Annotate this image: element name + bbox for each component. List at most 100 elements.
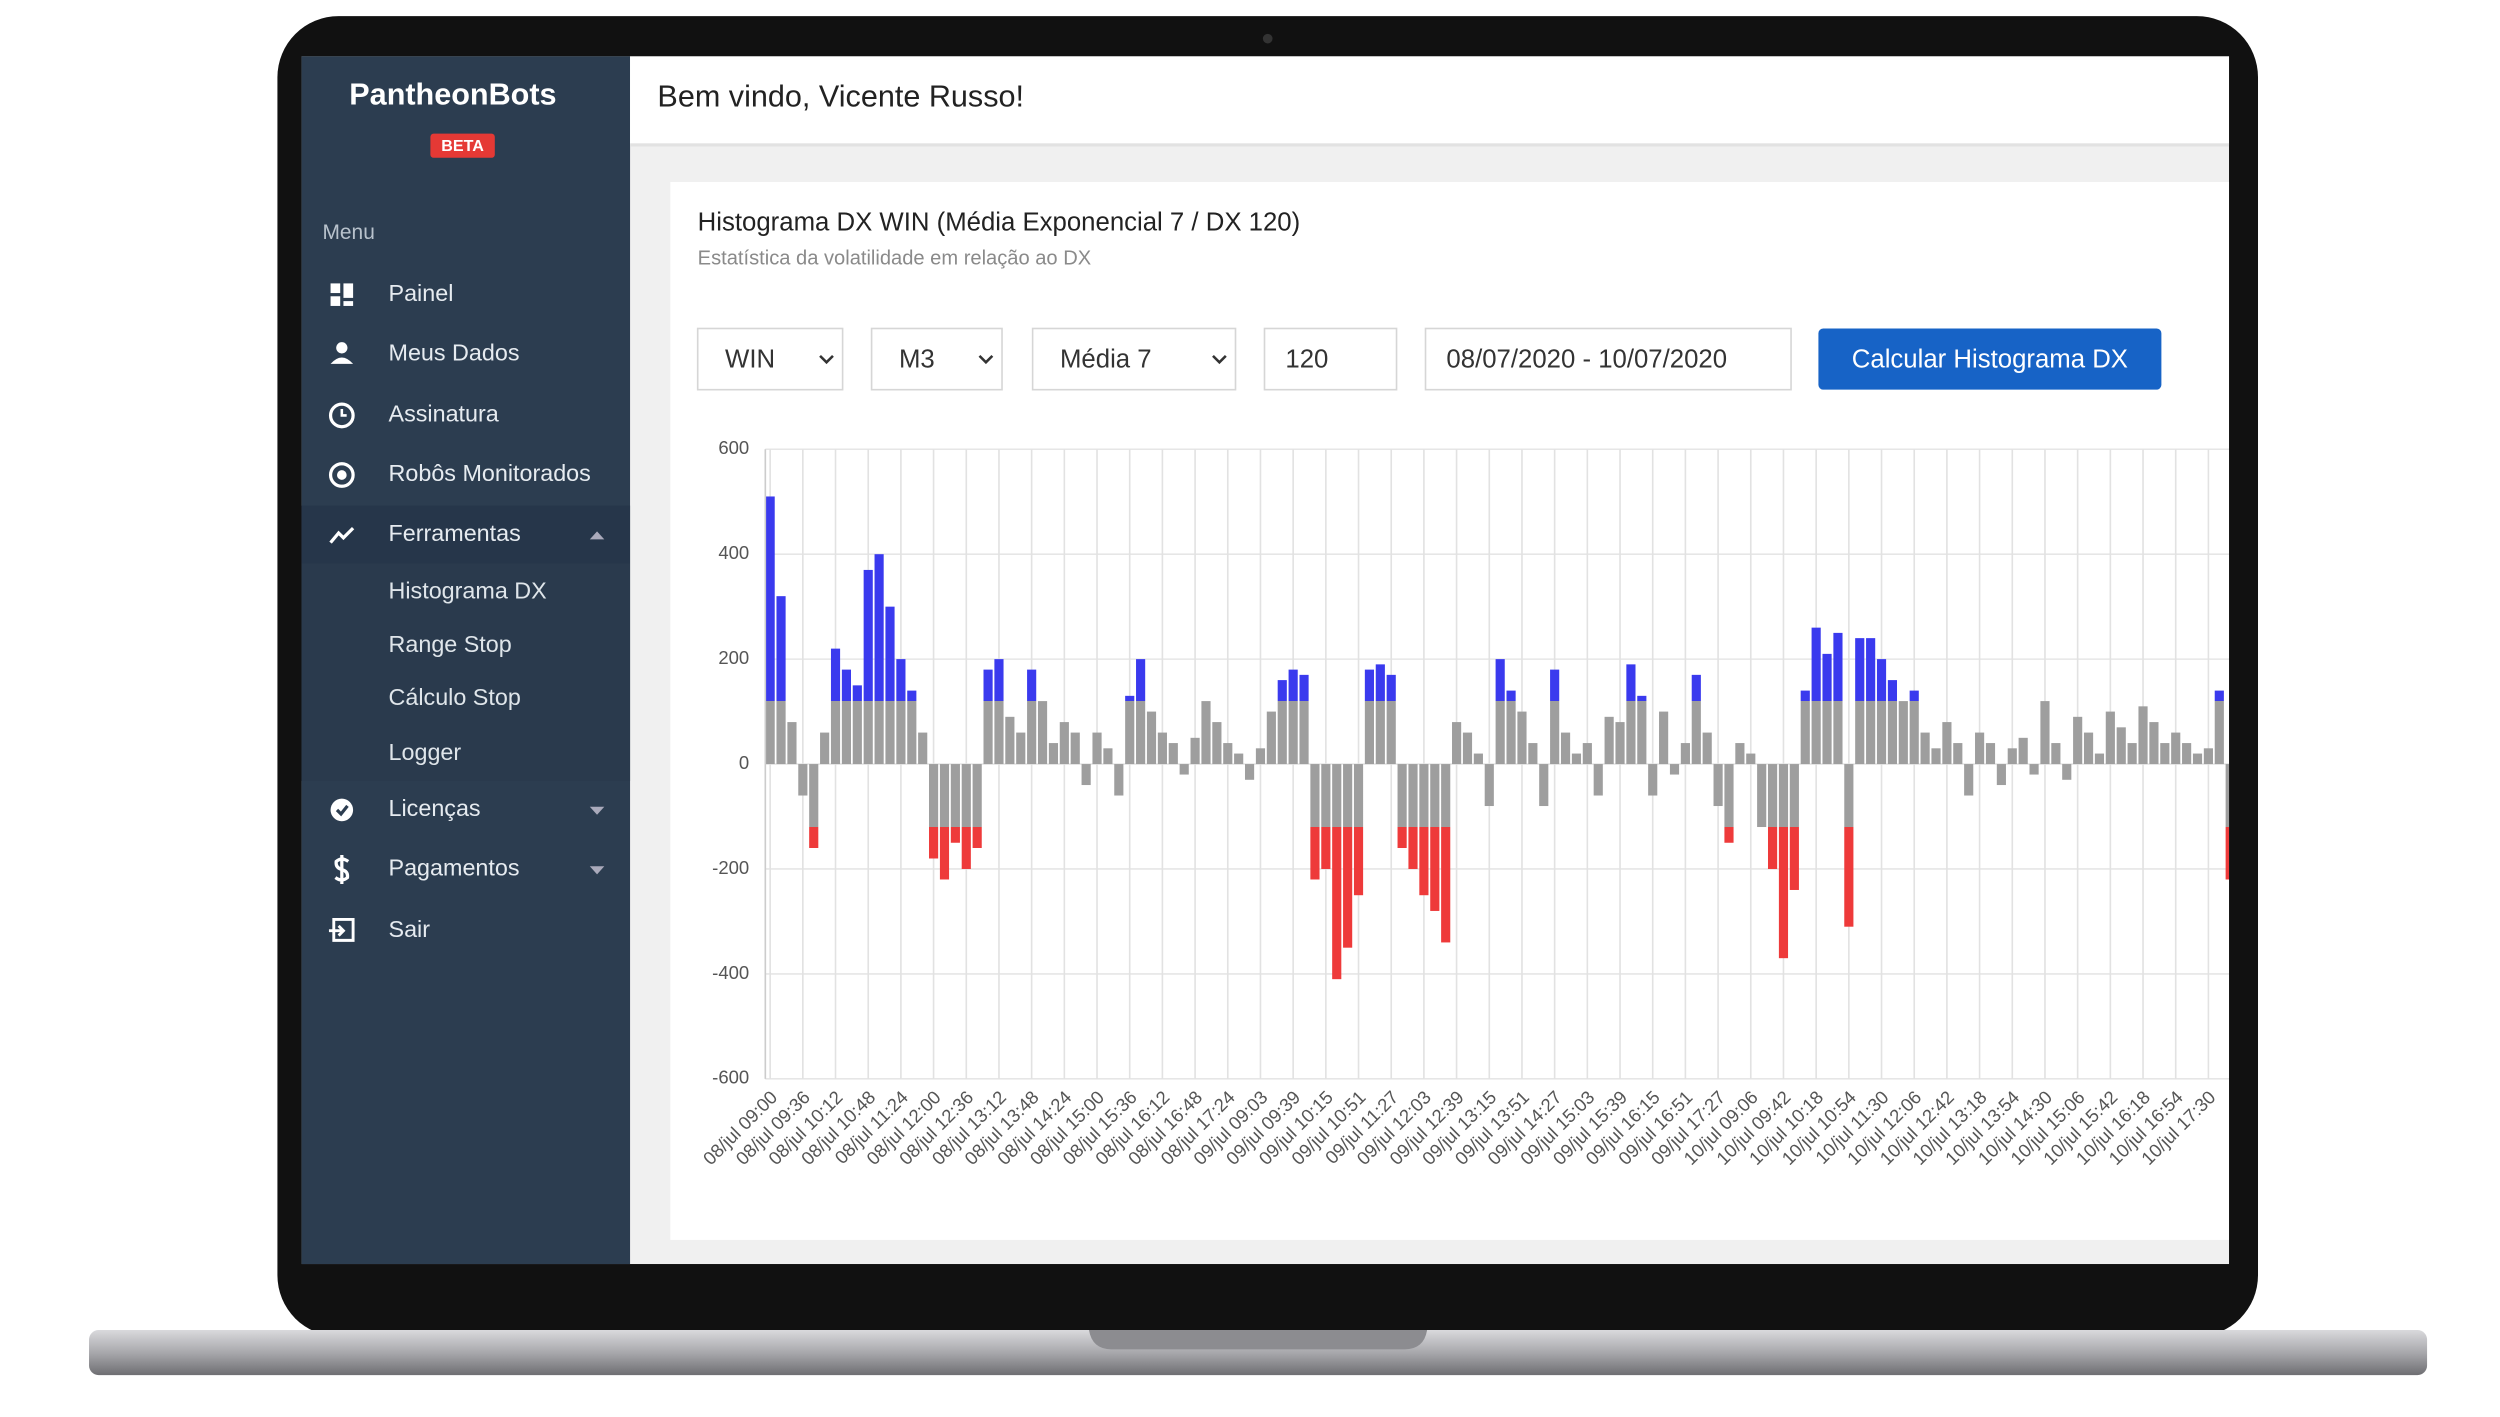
bar bbox=[1800, 690, 1810, 765]
menu-item[interactable]: Ferramentas bbox=[389, 520, 521, 546]
menu-item[interactable]: Robôs Monitorados bbox=[389, 460, 591, 486]
menu-item[interactable]: Painel bbox=[389, 280, 454, 306]
bar bbox=[1669, 764, 1680, 775]
bar bbox=[1724, 764, 1734, 843]
submenu-item[interactable]: Logger bbox=[389, 739, 462, 765]
bar bbox=[1081, 764, 1091, 786]
bar bbox=[1953, 743, 1963, 765]
bar bbox=[1332, 764, 1342, 980]
bar bbox=[1016, 732, 1026, 765]
icon-painel bbox=[343, 283, 354, 298]
bar bbox=[885, 606, 895, 765]
menu-item[interactable]: Licenças bbox=[389, 795, 481, 821]
bar bbox=[2094, 753, 2105, 765]
bar bbox=[939, 764, 950, 880]
bar bbox=[1942, 722, 1952, 765]
header bbox=[630, 56, 2230, 145]
bar bbox=[2138, 706, 2148, 765]
bar bbox=[2062, 764, 2072, 780]
bar bbox=[1092, 732, 1102, 765]
icon-robot bbox=[328, 462, 355, 488]
bar bbox=[1506, 690, 1516, 765]
bar bbox=[1702, 732, 1712, 765]
bar bbox=[2160, 743, 2170, 765]
menu-item[interactable]: Assinatura bbox=[389, 401, 499, 427]
menu-item[interactable]: Pagamentos bbox=[389, 855, 520, 881]
bar bbox=[874, 554, 884, 765]
bar bbox=[1125, 695, 1135, 765]
bar bbox=[1179, 764, 1189, 775]
header-border bbox=[630, 143, 2230, 147]
select-arrow bbox=[819, 354, 834, 365]
bar bbox=[841, 669, 851, 765]
bar bbox=[2203, 748, 2213, 765]
bar bbox=[1452, 722, 1462, 765]
caret-down bbox=[589, 866, 605, 875]
bar bbox=[1462, 732, 1473, 765]
bar bbox=[1550, 669, 1560, 765]
calculate-button[interactable] bbox=[1818, 328, 2162, 390]
bar bbox=[776, 596, 786, 765]
y-tick-label: 400 bbox=[718, 542, 749, 563]
bar bbox=[1223, 743, 1233, 765]
bar bbox=[2029, 764, 2039, 775]
bar bbox=[2116, 727, 2126, 765]
icon-tools bbox=[329, 527, 355, 544]
bar bbox=[1103, 748, 1113, 765]
bar bbox=[983, 669, 993, 765]
submenu-bg bbox=[301, 563, 631, 781]
brand: PantheonBots bbox=[349, 78, 556, 112]
bar bbox=[1364, 669, 1375, 765]
icon-user bbox=[336, 342, 348, 354]
beta-badge bbox=[430, 133, 495, 158]
y-tick-label: 0 bbox=[739, 752, 749, 773]
bar bbox=[1855, 638, 1865, 765]
bar bbox=[1996, 764, 2006, 786]
bar bbox=[1975, 732, 1985, 765]
menu-label: Menu bbox=[323, 221, 375, 244]
bar bbox=[1114, 764, 1124, 796]
bar bbox=[1876, 659, 1887, 765]
bar bbox=[1789, 764, 1799, 890]
date-range-value: 08/07/2020 - 10/07/2020 bbox=[1446, 346, 1727, 374]
asset-select[interactable] bbox=[696, 327, 844, 391]
bar bbox=[1767, 764, 1778, 869]
bar bbox=[2051, 743, 2061, 765]
bar bbox=[1648, 764, 1658, 796]
bar bbox=[1212, 722, 1222, 765]
bar bbox=[1277, 680, 1287, 765]
bar bbox=[2214, 690, 2224, 765]
menu-item[interactable]: Sair bbox=[389, 916, 431, 942]
bar bbox=[1168, 743, 1178, 765]
bar bbox=[1626, 664, 1636, 765]
menu-active-bg bbox=[301, 505, 631, 564]
bar bbox=[918, 732, 928, 765]
bar bbox=[2018, 737, 2028, 765]
bar bbox=[1757, 764, 1767, 828]
menu-item[interactable]: Meus Dados bbox=[389, 339, 520, 365]
bar bbox=[1735, 743, 1745, 765]
average-value: Média 7 bbox=[1060, 346, 1152, 374]
y-tick-label: -200 bbox=[712, 857, 749, 878]
chart-title: Histograma DX WIN (Média Exponencial 7 /… bbox=[698, 209, 1301, 237]
date-range-input[interactable] bbox=[1424, 327, 1792, 391]
period-input[interactable] bbox=[1263, 327, 1398, 391]
bar bbox=[1321, 764, 1331, 869]
bar bbox=[929, 764, 939, 859]
chart-subtitle: Estatística da volatilidade em relação a… bbox=[698, 248, 1091, 270]
submenu-item[interactable]: Cálculo Stop bbox=[389, 684, 521, 710]
submenu-item[interactable]: Histograma DX bbox=[389, 578, 548, 604]
bar bbox=[863, 569, 873, 765]
timeframe-select[interactable] bbox=[870, 327, 1003, 391]
bar bbox=[2105, 711, 2115, 765]
bar bbox=[2127, 743, 2137, 765]
caret-up bbox=[589, 531, 605, 540]
submenu-item[interactable]: Range Stop bbox=[389, 631, 512, 657]
bar bbox=[1898, 701, 1908, 765]
camera bbox=[1262, 33, 1273, 44]
icon-payment bbox=[334, 855, 350, 885]
average-select[interactable] bbox=[1031, 327, 1237, 391]
bar bbox=[1353, 764, 1364, 896]
bar bbox=[2040, 701, 2050, 765]
